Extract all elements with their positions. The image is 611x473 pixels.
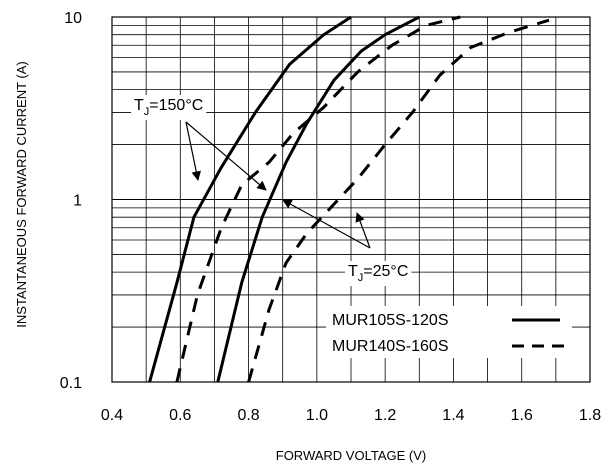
x-tick-label: 0.8 [237,407,259,424]
x-tick-label: 1.8 [579,407,601,424]
y-tick-label: 0.1 [60,375,82,392]
x-tick-labels: 0.4 0.6 0.8 1.0 1.2 1.4 1.6 1.8 [101,407,601,424]
series-group [148,15,550,383]
annotation-tj25-sub: J [358,272,364,284]
plot-frame [111,16,591,383]
annotation-arrows [185,121,371,249]
x-axis-label: FORWARD VOLTAGE (V) [276,448,426,463]
annotation-tj150-t: T [134,97,144,114]
svg-text:TJ=25°C: TJ=25°C [348,263,408,284]
annotation-tj25-t: T [348,263,358,280]
x-tick-label: 1.0 [306,407,328,424]
legend: MUR105S-120S MUR140S-160S [326,306,572,358]
y-tick-label: 10 [64,10,82,27]
x-tick-label: 1.4 [442,407,464,424]
annotation-tj150-sub: J [144,106,150,118]
legend-label-dashed: MUR140S-160S [332,338,449,355]
x-tick-label: 1.6 [511,407,533,424]
annotation-arrow-2 [282,199,371,249]
annotation-tj150: TJ=150°C [131,95,207,120]
legend-label-solid: MUR105S-120S [332,312,449,329]
x-tick-label: 0.6 [169,407,191,424]
series-line-dashed-3 [247,18,550,383]
annotation-tj25: TJ=25°C [345,261,412,286]
y-tick-labels: 0.1 1 10 [60,10,82,392]
annotation-arrow-0 [185,121,201,181]
annotation-arrow-1 [185,121,267,191]
x-tick-label: 1.2 [374,407,396,424]
annotation-tj25-rest: =25°C [363,263,408,280]
annotation-tj150-rest: =150°C [149,97,203,114]
y-tick-label: 1 [73,193,82,210]
x-tick-label: 0.4 [101,407,123,424]
svg-text:TJ=150°C: TJ=150°C [134,97,203,118]
series-line-solid-0 [148,15,352,383]
annotation-arrow-3 [355,212,371,249]
y-axis-label: INSTANTANEOUS FORWARD CURRENT (A) [14,61,29,328]
